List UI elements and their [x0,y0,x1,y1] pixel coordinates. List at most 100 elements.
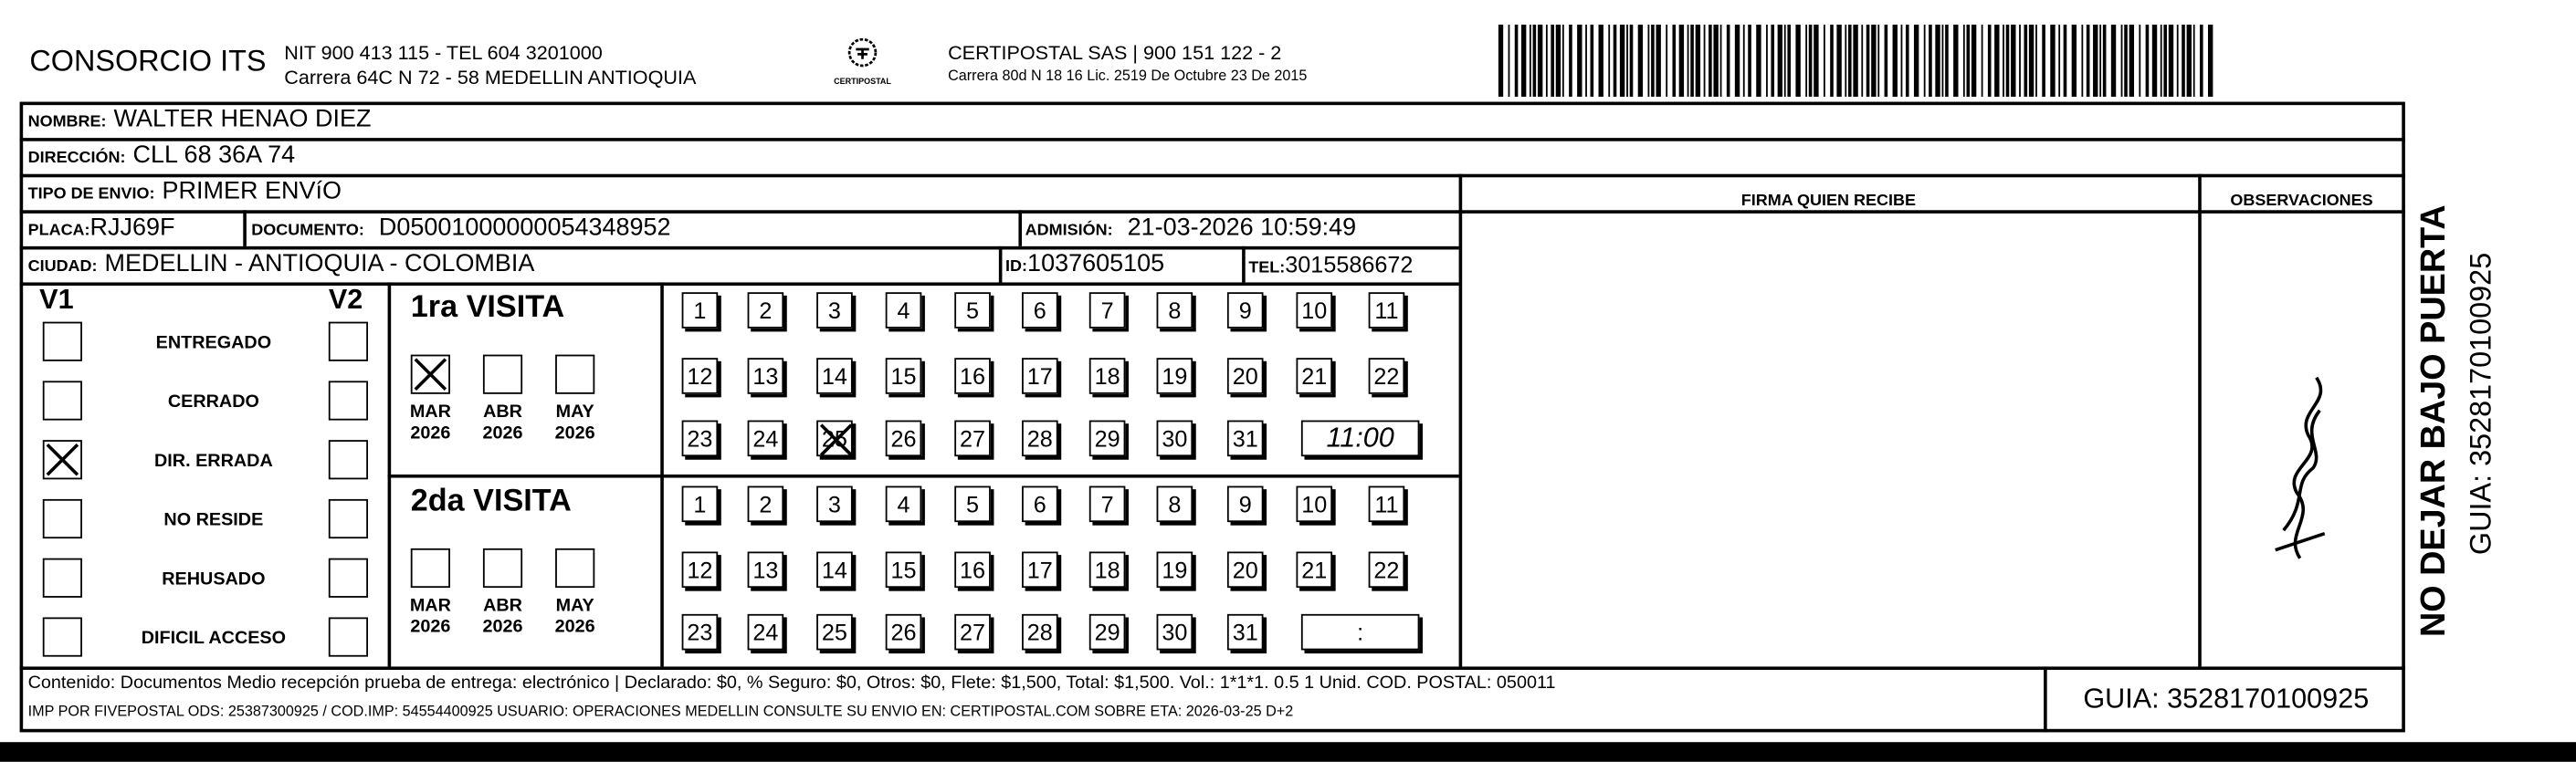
barcode-bar [1687,24,1689,98]
day-box[interactable]: 3 [816,292,853,329]
day-box[interactable]: 2 [747,292,784,329]
day-box[interactable]: 19 [1156,358,1193,394]
day-box[interactable]: 10 [1296,292,1333,329]
barcode-bar [2199,24,2203,98]
day-box[interactable]: 13 [747,358,784,394]
footer-print-info: IMP POR FIVEPOSTAL ODS: 25387300925 / CO… [27,703,1294,720]
day-box[interactable]: 28 [1022,613,1058,651]
day-box[interactable]: 18 [1088,551,1126,589]
day-box[interactable]: 16 [954,551,991,589]
day-box[interactable]: 4 [885,292,922,329]
day-box[interactable]: 27 [954,420,991,457]
day-box[interactable]: 8 [1156,292,1193,329]
day-box[interactable]: 21 [1296,551,1333,589]
day-box[interactable]: 30 [1156,613,1193,651]
day-box[interactable]: 9 [1226,485,1264,523]
day-box[interactable]: 4 [885,485,922,523]
day-box[interactable]: 3 [816,485,853,523]
barcode-bar [1532,24,1537,98]
barcode-bar [1962,24,1965,98]
time-box[interactable]: 11:00 [1300,420,1420,457]
day-box[interactable]: 23 [681,613,719,651]
v2-checkbox[interactable] [328,617,368,657]
day-box[interactable]: 10 [1296,485,1333,523]
day-box[interactable]: 22 [1368,358,1405,394]
day-box[interactable]: 21 [1296,358,1333,394]
day-box[interactable]: 24 [747,613,784,651]
v1-checkbox[interactable] [42,558,82,598]
month-checkbox[interactable] [410,548,450,589]
day-box[interactable]: 8 [1156,485,1193,523]
day-box[interactable]: 7 [1088,292,1126,329]
barcode-bar [1824,24,1825,98]
day-box[interactable]: 20 [1226,551,1264,589]
v2-checkbox[interactable] [328,321,368,361]
documento-field: DOCUMENTO: D05001000000054348952 [251,214,670,243]
day-box[interactable]: 13 [747,551,784,589]
month-checkbox[interactable] [555,354,595,394]
day-box[interactable]: 29 [1088,420,1126,457]
day-box[interactable]: 9 [1226,292,1264,329]
month-checkbox[interactable] [482,548,523,589]
day-box[interactable]: 1 [681,292,719,329]
id-field: ID:1037605105 [1005,249,1164,278]
day-box[interactable]: 15 [885,551,922,589]
v1-checkbox[interactable] [42,498,82,539]
v2-checkbox[interactable] [328,498,368,539]
status-label: DIR. ERRADA [154,451,273,472]
month-checkbox[interactable] [482,354,523,394]
day-box[interactable]: 2 [747,485,784,523]
v2-checkbox[interactable] [328,558,368,598]
day-box[interactable]: 23 [681,420,719,457]
day-box[interactable]: 29 [1088,613,1126,651]
day-box[interactable]: 17 [1022,358,1058,394]
barcode-bar [1508,24,1510,98]
barcode-bar [1678,24,1685,98]
day-box[interactable]: 11 [1368,485,1405,523]
day-box[interactable]: 1 [681,485,719,523]
day-box[interactable]: 30 [1156,420,1193,457]
day-box[interactable]: 24 [747,420,784,457]
v1-checkbox[interactable] [42,440,82,480]
day-box[interactable]: 12 [681,551,719,589]
time-box[interactable]: : [1300,613,1420,651]
day-box[interactable]: 31 [1226,613,1264,651]
day-box[interactable]: 14 [816,551,853,589]
v1-checkbox[interactable] [42,617,82,657]
barcode-bar [1713,24,1719,98]
month-year: 2026 [410,423,451,444]
day-box[interactable]: 12 [681,358,719,394]
v2-checkbox[interactable] [328,440,368,480]
barcode-bar [2086,24,2090,98]
v1-checkbox[interactable] [42,381,82,421]
day-box[interactable]: 20 [1226,358,1264,394]
day-box[interactable]: 31 [1226,420,1264,457]
day-box[interactable]: 15 [885,358,922,394]
day-box[interactable]: 17 [1022,551,1058,589]
day-box[interactable]: 19 [1156,551,1193,589]
v2-checkbox[interactable] [328,381,368,421]
day-box[interactable]: 25 [816,613,853,651]
day-box[interactable]: 27 [954,613,991,651]
month-checkbox[interactable] [410,354,450,394]
firma-header: FIRMA QUIEN RECIBE [1459,183,2199,213]
day-box[interactable]: 25 [816,420,853,457]
day-box[interactable]: 22 [1368,551,1405,589]
day-box[interactable]: 11 [1368,292,1405,329]
day-box[interactable]: 16 [954,358,991,394]
barcode-bar [2176,24,2179,98]
day-box[interactable]: 7 [1088,485,1126,523]
day-box[interactable]: 28 [1022,420,1058,457]
day-box[interactable]: 6 [1022,485,1058,523]
month-checkbox[interactable] [555,548,595,589]
day-box[interactable]: 18 [1088,358,1126,394]
day-box[interactable]: 5 [954,485,991,523]
v1-checkbox[interactable] [42,321,82,361]
day-box[interactable]: 6 [1022,292,1058,329]
day-box[interactable]: 26 [885,613,922,651]
barcode-bar [2024,24,2028,98]
day-box[interactable]: 14 [816,358,853,394]
day-box[interactable]: 26 [885,420,922,457]
barcode-bar [2129,24,2135,98]
day-box[interactable]: 5 [954,292,991,329]
